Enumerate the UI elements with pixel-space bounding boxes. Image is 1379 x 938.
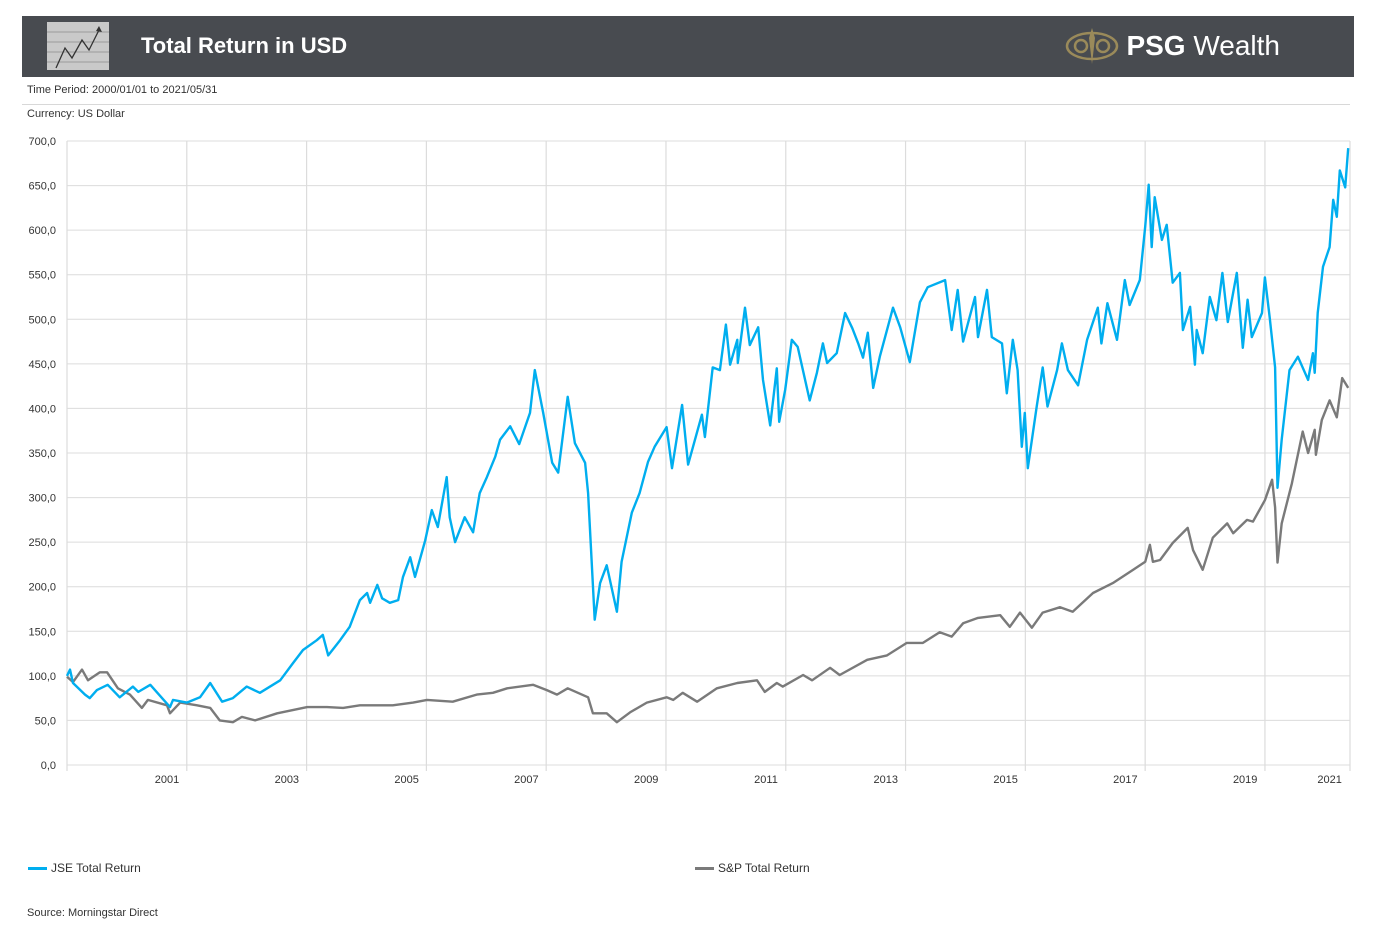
- y-tick-label: 700,0: [28, 136, 56, 148]
- y-tick-label: 300,0: [28, 493, 56, 505]
- series-lines: [65, 148, 1350, 724]
- y-tick-label: 350,0: [28, 448, 56, 460]
- x-tick-label: 2005: [394, 774, 418, 786]
- y-tick-label: 250,0: [28, 537, 56, 549]
- fleur-emblem-icon: [1066, 28, 1119, 64]
- series-line-jse-total-return: [65, 148, 1350, 709]
- x-tick-label: 2011: [754, 774, 778, 786]
- series-line-s-p-total-return: [66, 376, 1350, 724]
- y-tick-label: 150,0: [28, 626, 56, 638]
- time-period: Time Period: 2000/01/01 to 2021/05/31: [27, 84, 218, 96]
- y-tick-label: 0,0: [41, 760, 56, 772]
- y-tick-label: 400,0: [28, 403, 56, 415]
- y-tick-label: 600,0: [28, 225, 56, 237]
- x-tick-label: 2013: [874, 774, 898, 786]
- psg-wealth-logo: PSG Wealth: [1064, 26, 1280, 66]
- y-tick-label: 650,0: [28, 181, 56, 193]
- x-tick-label: 2001: [155, 774, 179, 786]
- legend-swatch-sp: [695, 866, 714, 870]
- legend-label-sp: S&P Total Return: [718, 861, 810, 875]
- legend-item-jse: JSE Total Return: [28, 861, 141, 875]
- chart-trend-icon: [47, 22, 109, 70]
- currency: Currency: US Dollar: [27, 108, 125, 120]
- divider: [22, 104, 1350, 105]
- x-tick-label: 2007: [514, 774, 538, 786]
- x-tick-label: 2015: [993, 774, 1017, 786]
- header-bar: Total Return in USD PSG Wealth: [22, 16, 1354, 77]
- y-tick-label: 500,0: [28, 314, 56, 326]
- y-tick-label: 50,0: [35, 715, 56, 727]
- x-tick-label: 2003: [275, 774, 299, 786]
- page-title: Total Return in USD: [141, 33, 348, 58]
- x-axis-labels: 2001 2003 2005 2007 2009 2011 2013 2015 2017 2019…: [155, 774, 1342, 786]
- y-tick-label: 550,0: [28, 270, 56, 282]
- x-tick-label: 2021: [1317, 774, 1341, 786]
- logo-brand: PSG: [1126, 30, 1186, 61]
- grid: [66, 140, 1351, 771]
- y-tick-label: 450,0: [28, 359, 56, 371]
- x-tick-label: 2019: [1233, 774, 1257, 786]
- logo-word: Wealth: [1193, 30, 1280, 61]
- y-tick-label: 200,0: [28, 582, 56, 594]
- x-tick-label: 2017: [1113, 774, 1137, 786]
- source-note: Source: Morningstar Direct: [27, 907, 158, 919]
- x-tick-label: 2009: [634, 774, 658, 786]
- legend-item-sp: S&P Total Return: [695, 861, 810, 875]
- y-axis-labels: 0,0 50,0 100,0 150,0 200,0 250,0 300,0 350,0 400…: [28, 136, 56, 772]
- y-tick-label: 100,0: [28, 671, 56, 683]
- legend-label-jse: JSE Total Return: [51, 861, 141, 875]
- legend-swatch-jse: [28, 866, 47, 870]
